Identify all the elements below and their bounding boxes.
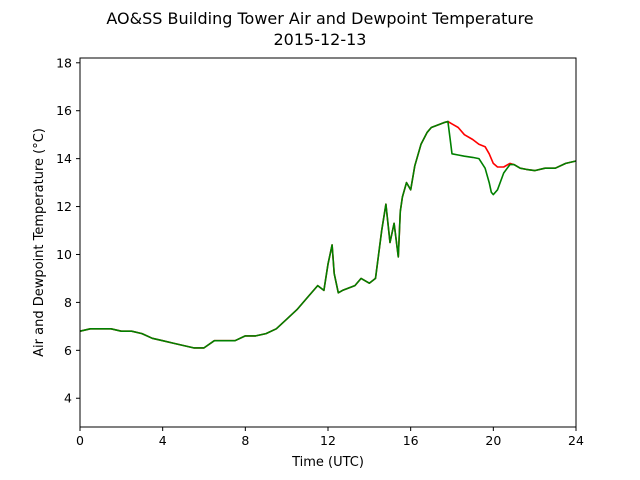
- y-tick-label: 10: [56, 247, 72, 262]
- y-tick-label: 8: [64, 295, 72, 310]
- y-tick-label: 4: [64, 391, 72, 406]
- y-axis-label: Air and Dewpoint Temperature (°C): [32, 128, 47, 357]
- x-axis-label: Time (UTC): [291, 455, 364, 470]
- series-layer: [79, 120, 577, 349]
- y-tick-label: 18: [56, 55, 72, 70]
- y-tick-label: 6: [64, 343, 72, 358]
- y-tick-label: 16: [56, 103, 72, 118]
- x-tick-label: 8: [241, 433, 249, 448]
- x-tick-label: 20: [485, 433, 501, 448]
- y-tick-label: 12: [56, 199, 72, 214]
- chart-title: AO&SS Building Tower Air and Dewpoint Te…: [106, 9, 533, 28]
- chart-subtitle: 2015-12-13: [274, 30, 367, 49]
- series-line-green: [79, 120, 577, 349]
- plot-frame: [79, 57, 577, 428]
- series-line-red: [79, 120, 577, 349]
- x-tick-label: 16: [403, 433, 419, 448]
- x-tick-label: 0: [76, 433, 84, 448]
- ticks-layer: 0 4 8 12 16 20 24 4 6 8 10 12 14 16 18: [56, 55, 584, 448]
- x-tick-label: 12: [320, 433, 336, 448]
- y-tick-label: 14: [56, 151, 72, 166]
- x-tick-label: 24: [568, 433, 584, 448]
- x-tick-label: 4: [159, 433, 167, 448]
